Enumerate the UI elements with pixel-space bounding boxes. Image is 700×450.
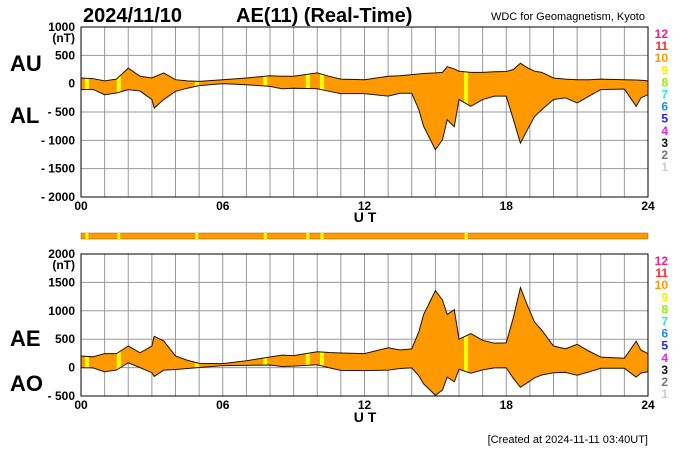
flag-stripe — [84, 287, 89, 396]
al-line — [80, 83, 649, 151]
strip-flag-mark — [320, 233, 324, 239]
legend-station-count: 11 — [655, 266, 668, 280]
y-tick-label: 2000 — [48, 247, 75, 261]
x-tick-label: 00 — [74, 398, 88, 412]
legend-station-count: 2 — [661, 148, 668, 162]
x-tick-label: 18 — [500, 199, 514, 213]
y-tick-label: 0 — [68, 361, 75, 375]
legend-station-count: 9 — [661, 63, 668, 77]
legend-station-count: 9 — [661, 290, 668, 304]
legend-station-count: 3 — [661, 363, 668, 377]
flag-stripe — [305, 287, 310, 396]
legend-station-count: 10 — [655, 51, 669, 65]
flag-stripe — [194, 287, 199, 396]
au-label: AU — [10, 51, 42, 76]
legend-station-count: 7 — [661, 315, 668, 329]
legend-station-count: 12 — [655, 27, 669, 41]
x-tick-label: 18 — [500, 398, 514, 412]
ao-label: AO — [10, 371, 43, 396]
x-tick-label: 06 — [216, 398, 230, 412]
legend-station-count: 12 — [655, 254, 669, 268]
y-tick-label: 500 — [55, 48, 75, 62]
flag-stripe — [319, 287, 324, 396]
au-line — [80, 62, 649, 82]
y-tick-label: 0 — [68, 77, 75, 91]
legend-station-count: 8 — [661, 302, 668, 316]
au-al-area — [81, 63, 648, 150]
y-tick-label: 1000 — [48, 304, 75, 318]
plot-date: 2024/11/10 — [83, 5, 182, 27]
x-tick-label: 24 — [641, 398, 655, 412]
strip-flag-mark — [117, 233, 121, 239]
ae-ao-area — [81, 287, 648, 396]
strip-flag-mark — [263, 233, 267, 239]
legend-station-count: 7 — [661, 88, 668, 102]
legend-station-count: 10 — [655, 278, 669, 292]
legend-station-count: 1 — [661, 387, 668, 401]
plot-title: AE(11) (Real-Time) — [236, 5, 412, 27]
created-timestamp: [Created at 2024-11-11 03:40UT] — [488, 434, 648, 446]
x-tick-label: 12 — [358, 199, 372, 213]
legend-station-count: 6 — [661, 327, 668, 341]
legend-station-count: 1 — [661, 160, 668, 174]
y-tick-label: - 2000 — [41, 190, 75, 204]
legend-station-count: 4 — [661, 351, 668, 365]
station-count-strip — [80, 232, 649, 240]
legend-station-count: 6 — [661, 100, 668, 114]
y-tick-label: 1000 — [48, 20, 75, 34]
legend-station-count: 2 — [661, 375, 668, 389]
y-tick-label: - 1500 — [41, 162, 75, 176]
legend-station-count: 8 — [661, 75, 668, 89]
x-tick-label: 06 — [216, 199, 230, 213]
plot-frame — [80, 26, 649, 198]
strip-flag-mark — [195, 233, 199, 239]
strip-flag-mark — [306, 233, 310, 239]
legend-station-count: 5 — [661, 112, 668, 126]
unit-label-top: (nT) — [52, 31, 75, 45]
x-tick-label: 24 — [641, 199, 655, 213]
y-tick-label: - 500 — [48, 389, 76, 403]
ao-line — [80, 362, 649, 396]
flag-stripe — [464, 287, 469, 396]
unit-label-bottom: (nT) — [52, 258, 75, 272]
legend-station-count: 11 — [655, 39, 668, 53]
strip-flag-mark — [464, 233, 468, 239]
y-tick-label: - 1000 — [41, 133, 75, 147]
legend-station-count: 4 — [661, 124, 668, 138]
flag-stripe — [116, 287, 121, 396]
flag-stripe — [263, 287, 268, 396]
al-label: AL — [10, 103, 39, 128]
y-tick-label: 1500 — [48, 275, 75, 289]
strip-flag-mark — [85, 233, 89, 239]
y-tick-label: 500 — [55, 332, 75, 346]
y-tick-label: - 500 — [48, 105, 76, 119]
x-tick-label: 12 — [358, 398, 372, 412]
legend-station-count: 3 — [661, 136, 668, 150]
ae-line — [80, 285, 649, 365]
legend-station-count: 5 — [661, 339, 668, 353]
x-tick-label: 00 — [74, 199, 88, 213]
plot-frame — [80, 253, 649, 397]
source-label: WDC for Geomagnetism, Kyoto — [491, 11, 645, 23]
x-axis-label-top: U T — [354, 209, 377, 225]
x-axis-label-bottom: U T — [354, 409, 377, 425]
ae-label: AE — [10, 326, 41, 351]
